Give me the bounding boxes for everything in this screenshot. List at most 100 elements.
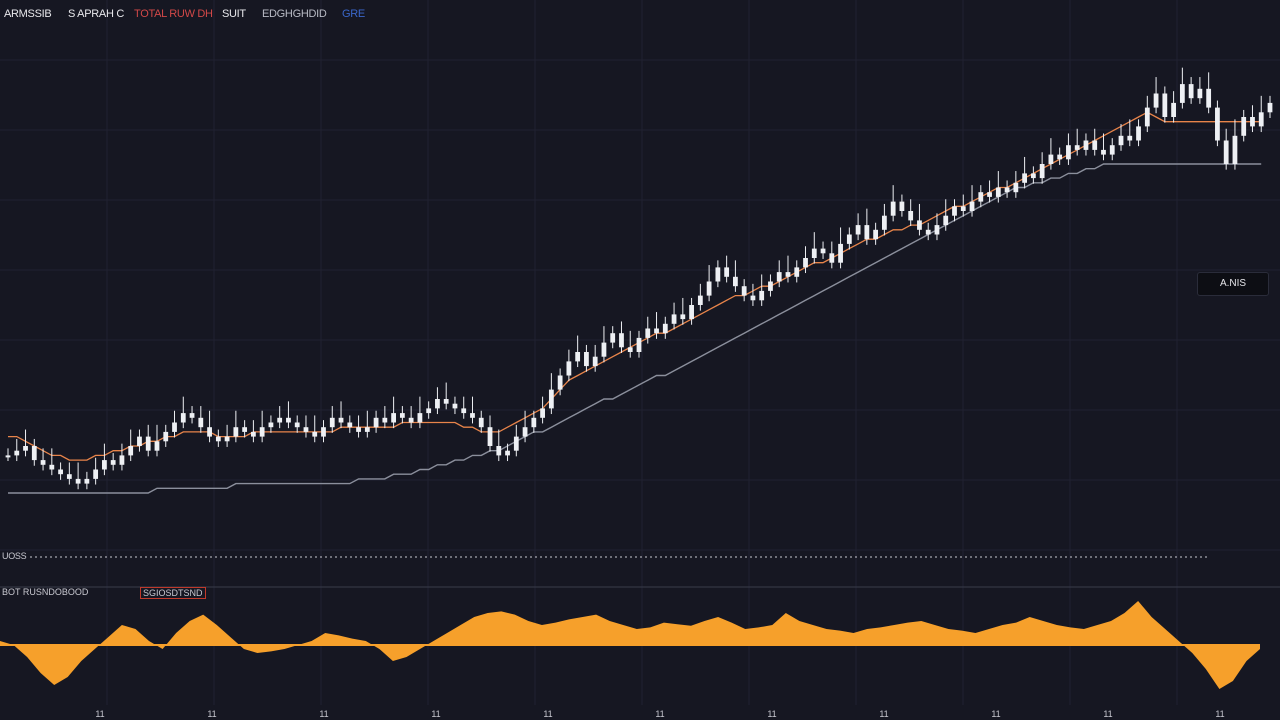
candle-body bbox=[627, 347, 633, 352]
candle-body bbox=[680, 314, 686, 320]
candle-body bbox=[321, 427, 326, 437]
candle-body bbox=[715, 267, 721, 282]
candle-body bbox=[1048, 154, 1054, 164]
candle-body bbox=[1171, 102, 1176, 117]
candle-body bbox=[1241, 117, 1247, 136]
candle-body bbox=[689, 305, 694, 320]
price-tag: A.NIS bbox=[1197, 272, 1269, 296]
candle-body bbox=[277, 417, 283, 423]
candle-body bbox=[49, 464, 55, 470]
candle-body bbox=[987, 192, 992, 197]
indicator-params[interactable]: SGIOSDTSND bbox=[140, 587, 206, 599]
x-axis-tick-label: 11 bbox=[879, 709, 888, 719]
candle-body bbox=[1004, 187, 1010, 193]
candle-body bbox=[662, 323, 668, 334]
candle-body bbox=[557, 375, 563, 390]
candle-body bbox=[1250, 117, 1255, 127]
candle-body bbox=[93, 469, 99, 479]
candle-body bbox=[820, 248, 826, 254]
symbol-label[interactable]: ARMSSIB bbox=[4, 8, 52, 20]
candle-body bbox=[925, 229, 931, 235]
candle-body bbox=[250, 431, 256, 437]
x-axis-tick-label: 11 bbox=[207, 709, 216, 719]
candle-body bbox=[487, 427, 493, 446]
candle-body bbox=[1188, 84, 1194, 99]
candle-body bbox=[391, 413, 397, 423]
candle-body bbox=[408, 417, 414, 423]
candle-body bbox=[1127, 135, 1133, 141]
candle-body bbox=[1206, 88, 1212, 108]
candle-body bbox=[1197, 88, 1203, 99]
period-label[interactable]: S APRAH C bbox=[68, 8, 124, 20]
candle-body bbox=[610, 333, 616, 343]
candle-body bbox=[548, 389, 554, 409]
candle-body bbox=[154, 441, 160, 451]
candle-body bbox=[1030, 173, 1036, 179]
candle-body bbox=[1083, 140, 1089, 150]
candle-body bbox=[540, 408, 545, 418]
candle-body bbox=[14, 450, 20, 456]
candle-body bbox=[960, 206, 966, 211]
x-axis-tick-label: 11 bbox=[319, 709, 328, 719]
candle-body bbox=[1109, 145, 1115, 155]
candle-body bbox=[189, 413, 195, 418]
indicator-label[interactable]: BOT RUSNDOBOOD bbox=[2, 587, 89, 597]
candle-body bbox=[908, 211, 914, 221]
candle-body bbox=[443, 399, 449, 404]
candle-body bbox=[145, 436, 151, 451]
candle-body bbox=[513, 436, 519, 451]
candle-body bbox=[1179, 84, 1185, 103]
candle-body bbox=[1258, 112, 1264, 127]
candle-body bbox=[566, 361, 572, 376]
candle-body bbox=[899, 201, 905, 211]
candle-body bbox=[496, 446, 502, 456]
baseline-label: UOSS bbox=[2, 551, 27, 561]
candle-body bbox=[233, 427, 239, 437]
candle-body bbox=[180, 413, 186, 423]
candle-body bbox=[242, 427, 248, 432]
candle-body bbox=[224, 436, 230, 442]
candle-body bbox=[66, 474, 72, 479]
candle-body bbox=[1092, 140, 1098, 150]
candle-body bbox=[645, 328, 651, 338]
x-axis-tick-label: 11 bbox=[1215, 709, 1224, 719]
candle-body bbox=[1232, 135, 1238, 164]
candle-body bbox=[855, 225, 861, 235]
candle-body bbox=[829, 253, 835, 263]
candle-body bbox=[934, 225, 940, 235]
x-axis-tick-label: 11 bbox=[655, 709, 664, 719]
candle-body bbox=[697, 295, 703, 305]
stats-grey: EDGHGHDID bbox=[262, 8, 327, 20]
candle-body bbox=[1267, 102, 1273, 113]
candle-body bbox=[838, 243, 843, 263]
candle-body bbox=[31, 446, 37, 461]
candle-body bbox=[1223, 140, 1229, 164]
candle-body bbox=[978, 192, 984, 202]
candle-body bbox=[811, 248, 817, 258]
candle-body bbox=[1153, 93, 1159, 108]
candle-body bbox=[969, 201, 975, 211]
candle-body bbox=[110, 460, 116, 465]
candle-body bbox=[1136, 126, 1141, 141]
candle-body bbox=[259, 427, 265, 437]
candle-body bbox=[531, 417, 537, 428]
candle-body bbox=[1118, 135, 1124, 146]
candle-body bbox=[207, 427, 212, 437]
candle-body bbox=[1101, 149, 1106, 155]
candle-body bbox=[671, 314, 677, 324]
candle-body bbox=[382, 417, 388, 423]
candle-body bbox=[198, 417, 204, 428]
candle-body bbox=[461, 408, 467, 414]
candle-body bbox=[724, 267, 730, 277]
candle-body bbox=[733, 276, 738, 287]
candle-body bbox=[312, 431, 318, 437]
candle-body bbox=[592, 356, 598, 367]
candle-body bbox=[952, 206, 957, 216]
candle-body bbox=[470, 413, 475, 418]
candle-body bbox=[995, 187, 1001, 197]
candle-body bbox=[881, 215, 887, 230]
candle-body bbox=[584, 352, 589, 367]
candle-body bbox=[846, 234, 852, 244]
